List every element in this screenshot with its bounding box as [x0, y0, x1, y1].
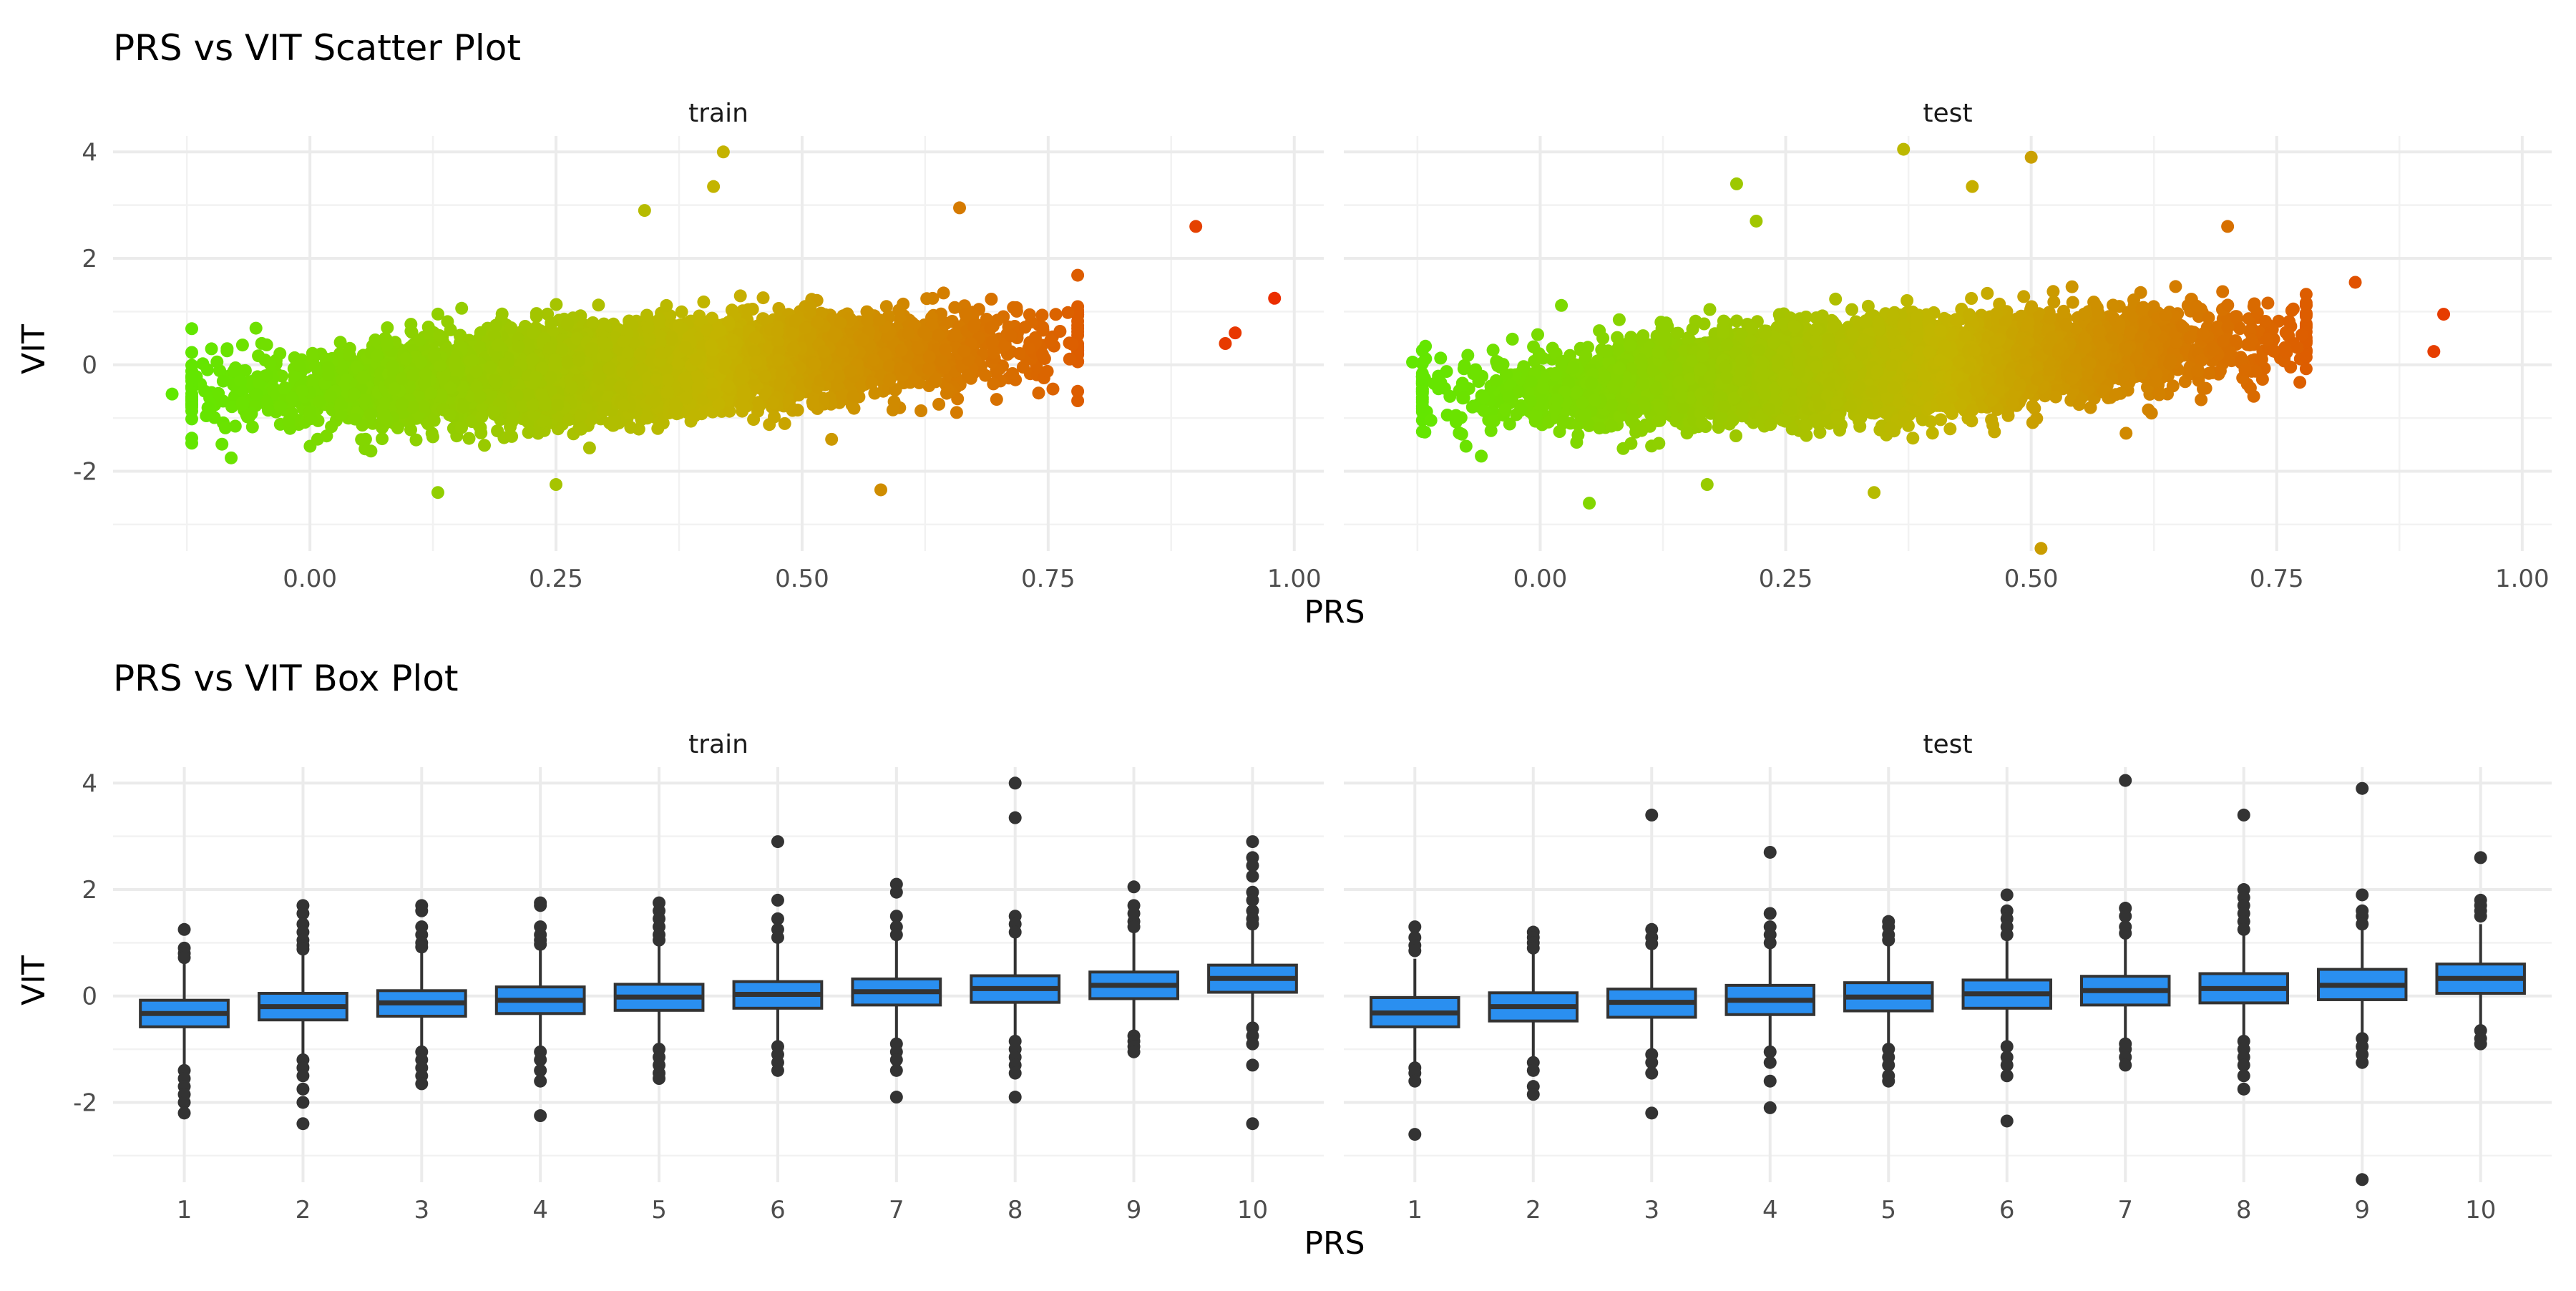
scatter-point — [624, 421, 637, 434]
x-tick-label: 0.00 — [283, 565, 337, 593]
scatter-point — [215, 438, 228, 451]
scatter-point — [422, 326, 435, 339]
scatter-point — [592, 298, 605, 311]
scatter-point — [1071, 269, 1084, 282]
scatter-point — [1063, 353, 1076, 366]
scatter-point — [252, 349, 265, 362]
scatter-point — [306, 347, 319, 360]
scatter-point — [185, 412, 198, 425]
scatter-point — [381, 321, 394, 334]
scatter-point — [478, 439, 491, 452]
scatter-point — [185, 346, 198, 359]
scatter-point — [1066, 338, 1079, 351]
scatter-point — [723, 405, 736, 418]
scatter-point — [491, 424, 504, 437]
scatter-point — [697, 296, 710, 308]
scatter-point — [887, 404, 899, 416]
scatter-points — [166, 145, 1282, 499]
x-tick-label: 1.00 — [1267, 565, 1322, 593]
scatter-point — [742, 303, 755, 316]
scatter-point — [185, 322, 198, 335]
x-tick-label: 0.50 — [775, 565, 829, 593]
scatter-point — [262, 404, 275, 416]
scatter-point — [250, 322, 263, 335]
scatter-point — [1050, 308, 1063, 321]
y-tick-label: 0 — [82, 351, 97, 380]
scatter-point — [985, 293, 997, 306]
scatter-point — [426, 430, 439, 443]
scatter-point — [260, 338, 273, 351]
scatter-point — [583, 442, 596, 454]
scatter-point — [1033, 386, 1045, 399]
scatter-plot-title: PRS vs VIT Scatter Plot — [113, 27, 521, 69]
x-tick-label: 0.75 — [1021, 565, 1075, 593]
scatter-point — [428, 414, 441, 427]
scatter-point — [455, 302, 468, 315]
y-tick-label: -2 — [73, 457, 97, 486]
scatter-point — [932, 398, 945, 411]
y-tick-label: 2 — [82, 245, 97, 273]
scatter-point — [734, 289, 747, 302]
scatter-point — [530, 307, 543, 320]
scatter-point — [990, 393, 1003, 406]
scatter-plot: PRS vs VIT Scatter Plot train 0.00 0.25 0.… — [16, 27, 2552, 630]
x-tick-label: 0.25 — [529, 565, 583, 593]
scatter-point — [962, 369, 975, 382]
scatter-point — [441, 315, 454, 328]
scatter-panel-train: train 0.00 0.25 0.50 0.75 1.00 -2 0 2 4 — [73, 99, 1324, 593]
scatter-point — [1071, 385, 1084, 398]
scatter-point — [463, 432, 476, 445]
scatter-point — [660, 299, 673, 312]
strip-label-train: train — [688, 99, 748, 128]
scatter-point — [376, 432, 389, 445]
scatter-point — [1053, 325, 1066, 338]
y-tick-label: 4 — [82, 138, 97, 167]
scatter-point — [675, 306, 688, 318]
scatter-point — [757, 291, 770, 304]
